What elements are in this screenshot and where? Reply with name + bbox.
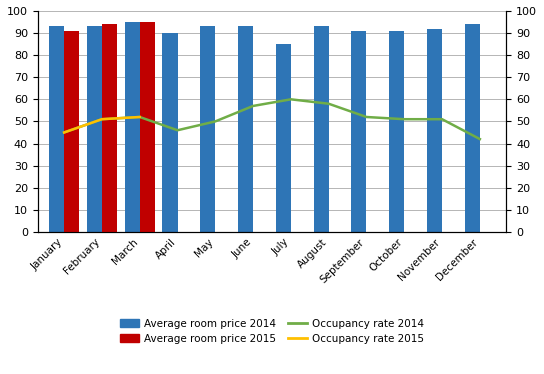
Bar bbox=[276, 44, 291, 232]
Bar bbox=[389, 31, 404, 232]
Bar bbox=[465, 24, 480, 232]
Legend: Average room price 2014, Average room price 2015, Occupancy rate 2014, Occupancy: Average room price 2014, Average room pr… bbox=[116, 315, 428, 348]
Bar bbox=[200, 27, 215, 232]
Bar bbox=[313, 27, 329, 232]
Bar bbox=[102, 24, 117, 232]
Bar bbox=[238, 27, 253, 232]
Bar bbox=[427, 29, 442, 232]
Bar bbox=[140, 22, 155, 232]
Bar bbox=[87, 27, 102, 232]
Bar bbox=[49, 27, 64, 232]
Bar bbox=[163, 33, 177, 232]
Bar bbox=[125, 22, 140, 232]
Bar bbox=[351, 31, 367, 232]
Bar bbox=[64, 31, 79, 232]
